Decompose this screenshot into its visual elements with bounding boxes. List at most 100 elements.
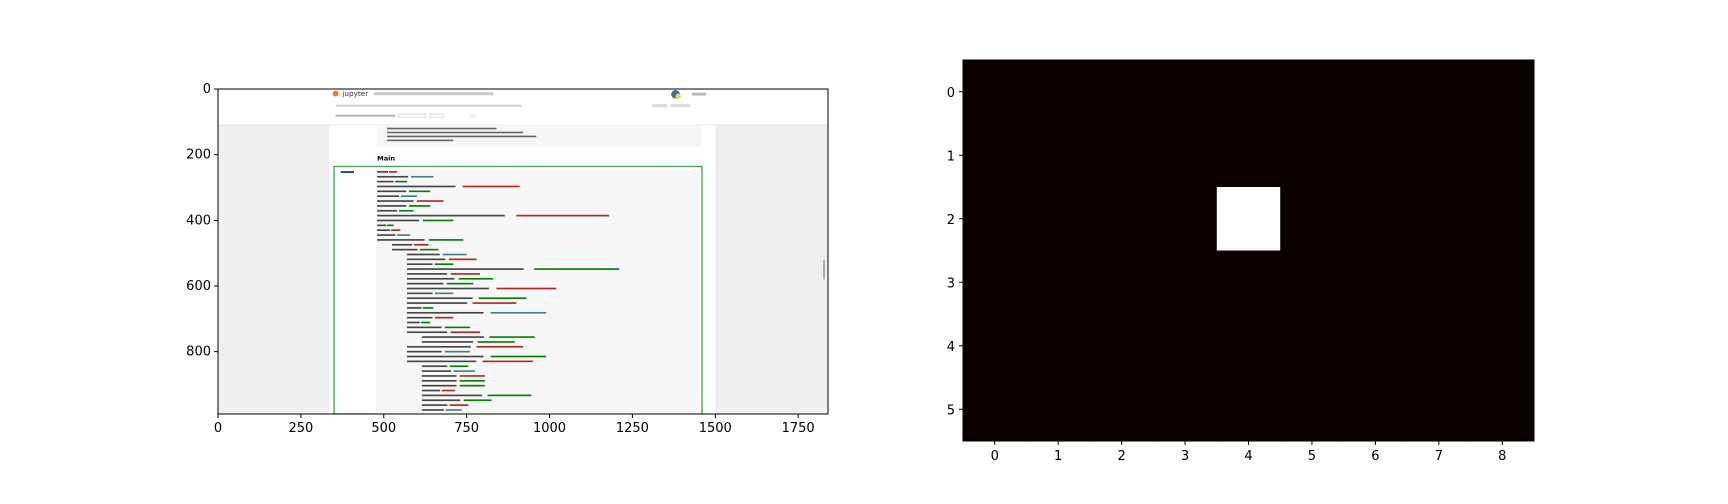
code-line [421, 375, 457, 377]
y-tick-label: 1 [947, 149, 955, 164]
x-tick-label: 500 [371, 421, 396, 436]
heatmap-cell [963, 250, 1027, 315]
x-tick-label: 6 [1371, 449, 1379, 464]
code-keyword [459, 384, 485, 387]
code-line [377, 190, 407, 193]
code-string [434, 316, 454, 319]
code-keyword [487, 394, 532, 397]
heatmap-cell [1470, 187, 1535, 251]
code-keyword [387, 224, 394, 227]
y-tick-label: 0 [947, 86, 955, 101]
right-heatmap-axes: 0 1 2 3 4 5 6 7 8 0 1 2 3 4 5 [947, 59, 1535, 464]
code-comment [444, 350, 470, 353]
code-line [392, 243, 413, 246]
heatmap-cell [1153, 314, 1218, 378]
heatmap-cell [1280, 314, 1345, 378]
code-string [472, 302, 517, 304]
heatmap-cell [1470, 250, 1535, 315]
code-line [421, 404, 448, 406]
code-keyword [408, 205, 431, 207]
code-keyword [449, 365, 469, 368]
heatmap-cell [1343, 377, 1408, 442]
left-image-axes: jupyter Main [186, 82, 829, 436]
heatmap-cell [1407, 123, 1472, 188]
x-tick-label: 1250 [616, 421, 649, 436]
y-tick-label: 200 [186, 148, 211, 163]
code-line [406, 302, 468, 304]
code-comment [434, 292, 454, 295]
heatmap-cell [1280, 60, 1345, 124]
code-keyword [489, 336, 535, 338]
embedded-notebook-screenshot: jupyter Main [218, 89, 828, 414]
heatmap-cell [1470, 123, 1535, 188]
heatmap-cell [1280, 123, 1345, 188]
heatmap-cell [1089, 377, 1154, 442]
x-tick-label: 0 [214, 421, 222, 436]
code-keyword [420, 321, 431, 324]
x-tick-label: 1500 [699, 421, 732, 436]
y-tick-label: 4 [947, 340, 955, 355]
code-line [377, 234, 396, 236]
code-line [406, 287, 490, 290]
code-line [377, 180, 394, 183]
heatmap-cell [1089, 123, 1154, 188]
code-keyword [444, 326, 470, 329]
code-line [377, 209, 398, 212]
code-keyword [446, 282, 474, 285]
code-line [377, 200, 414, 202]
code-keyword [428, 239, 464, 241]
heatmap-cell [1216, 60, 1281, 124]
code-line [406, 277, 455, 280]
heatmap-cells [963, 60, 1535, 442]
x-tick-label: 1000 [533, 421, 566, 436]
toolbar [335, 114, 396, 117]
heatmap-cell [1089, 314, 1154, 378]
x-tick-label: 1750 [782, 421, 815, 436]
x-tick-label: 3 [1181, 449, 1189, 464]
x-tick-label: 0 [991, 449, 999, 464]
x-tick-label: 5 [1308, 449, 1316, 464]
code-line [421, 370, 452, 372]
heatmap-cell [1470, 314, 1535, 378]
code-line [406, 282, 444, 285]
code-comment [453, 370, 475, 372]
code-line [377, 171, 389, 173]
code-keyword [419, 248, 439, 251]
code-line [377, 239, 425, 241]
code-line [377, 205, 407, 207]
code-string [462, 185, 520, 188]
heatmap-cell [1026, 377, 1091, 442]
cell-prompt [340, 171, 354, 174]
code-line [406, 292, 433, 295]
x-tick-label: 1 [1054, 449, 1062, 464]
heatmap-cell [1026, 60, 1091, 124]
code-keyword [534, 268, 620, 270]
x-tick-label: 250 [288, 421, 313, 436]
x-tick-label: 750 [454, 421, 479, 436]
code-line [406, 321, 420, 324]
code-string [391, 229, 401, 232]
code-line [377, 175, 409, 178]
code-line [421, 336, 484, 338]
heatmap-cell [1343, 123, 1408, 188]
code-keyword [459, 379, 485, 382]
heatmap-cell [1343, 187, 1408, 251]
heatmap-cell [1216, 250, 1281, 315]
left-axes-frame [217, 88, 829, 415]
left-y-ticks: 0 200 400 600 800 [186, 82, 218, 360]
code-line [421, 399, 461, 402]
heatmap-cell [1026, 250, 1091, 315]
code-line [406, 331, 448, 334]
heatmap-cell [1407, 377, 1472, 442]
heatmap-cell [963, 123, 1027, 188]
heatmap-cell [1216, 123, 1281, 188]
heatmap-cell [1026, 187, 1091, 251]
heatmap-cell [1216, 377, 1281, 442]
code-line [406, 316, 433, 319]
screenshot-header [218, 89, 828, 126]
code-line [406, 253, 440, 256]
code-line [421, 409, 444, 411]
code-string [441, 389, 456, 392]
jupyter-title: jupyter [341, 89, 368, 98]
code-lines [340, 171, 620, 411]
